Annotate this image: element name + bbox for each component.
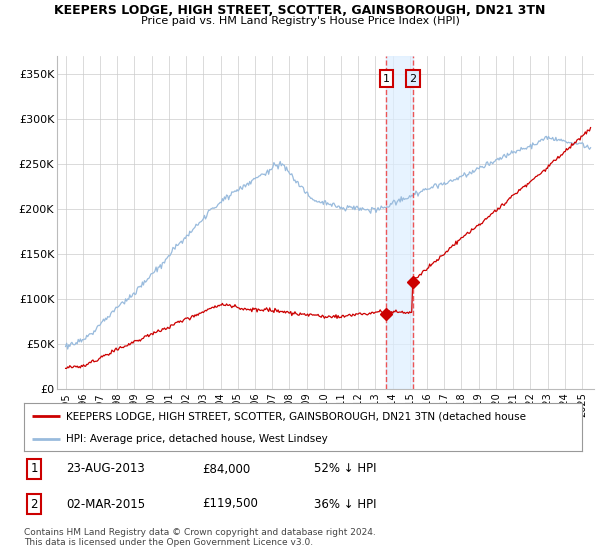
Text: 2: 2: [30, 497, 38, 511]
Text: 02-MAR-2015: 02-MAR-2015: [66, 497, 145, 511]
Bar: [386, 56, 413, 389]
Text: £119,500: £119,500: [203, 497, 259, 511]
Text: 36% ↓ HPI: 36% ↓ HPI: [314, 497, 377, 511]
Text: 1: 1: [30, 463, 38, 475]
Text: HPI: Average price, detached house, West Lindsey: HPI: Average price, detached house, West…: [66, 434, 328, 444]
Text: Contains HM Land Registry data © Crown copyright and database right 2024.
This d: Contains HM Land Registry data © Crown c…: [24, 528, 376, 547]
Text: KEEPERS LODGE, HIGH STREET, SCOTTER, GAINSBOROUGH, DN21 3TN: KEEPERS LODGE, HIGH STREET, SCOTTER, GAI…: [55, 4, 545, 17]
Text: 23-AUG-2013: 23-AUG-2013: [66, 463, 145, 475]
Text: Price paid vs. HM Land Registry's House Price Index (HPI): Price paid vs. HM Land Registry's House …: [140, 16, 460, 26]
Text: 2: 2: [409, 73, 416, 83]
Text: 52% ↓ HPI: 52% ↓ HPI: [314, 463, 377, 475]
Text: 1: 1: [383, 73, 390, 83]
Text: £84,000: £84,000: [203, 463, 251, 475]
Text: KEEPERS LODGE, HIGH STREET, SCOTTER, GAINSBOROUGH, DN21 3TN (detached house: KEEPERS LODGE, HIGH STREET, SCOTTER, GAI…: [66, 411, 526, 421]
